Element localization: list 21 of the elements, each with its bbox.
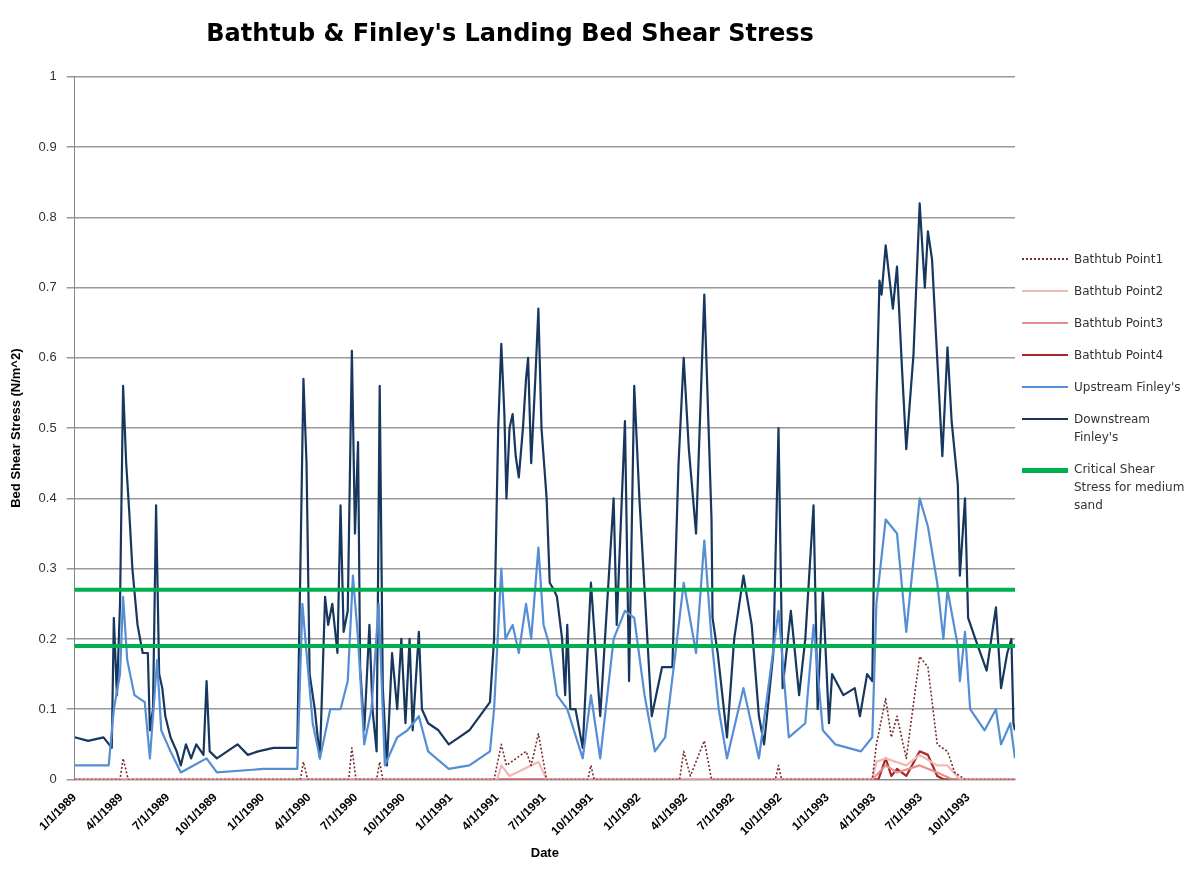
x-axis-title: Date xyxy=(530,844,559,860)
y-tick-label: 0.5 xyxy=(38,419,57,435)
legend-label: Bathtub Point1 xyxy=(1074,251,1164,268)
y-tick-label: 0.1 xyxy=(38,700,57,716)
legend-label: Bathtub Point2 xyxy=(1074,283,1164,300)
y-tick-label: 0 xyxy=(49,771,57,787)
y-tick-label: 0.6 xyxy=(38,349,57,365)
y-tick-label: 0.4 xyxy=(38,489,57,505)
y-tick-label: 1 xyxy=(49,68,57,84)
y-tick-label: 0.3 xyxy=(38,560,57,576)
legend-label: Bathtub Point4 xyxy=(1074,347,1164,364)
y-tick-label: 0.8 xyxy=(38,208,57,224)
y-tick-label: 0.7 xyxy=(38,279,57,295)
legend-label: Bathtub Point3 xyxy=(1074,315,1164,332)
legend-label: Upstream Finley's xyxy=(1074,379,1181,396)
legend-label: Downstream Finley's xyxy=(1074,411,1152,446)
y-tick-label: 0.2 xyxy=(38,630,57,646)
y-axis-title: Bed Shear Stress (N/m^2) xyxy=(8,348,24,508)
legend-label: Critical Shear Stress for medium sand xyxy=(1074,461,1186,514)
y-tick-label: 0.9 xyxy=(38,138,57,154)
chart-title: Bathtub & Finley's Landing Bed Shear Stress xyxy=(206,18,814,47)
